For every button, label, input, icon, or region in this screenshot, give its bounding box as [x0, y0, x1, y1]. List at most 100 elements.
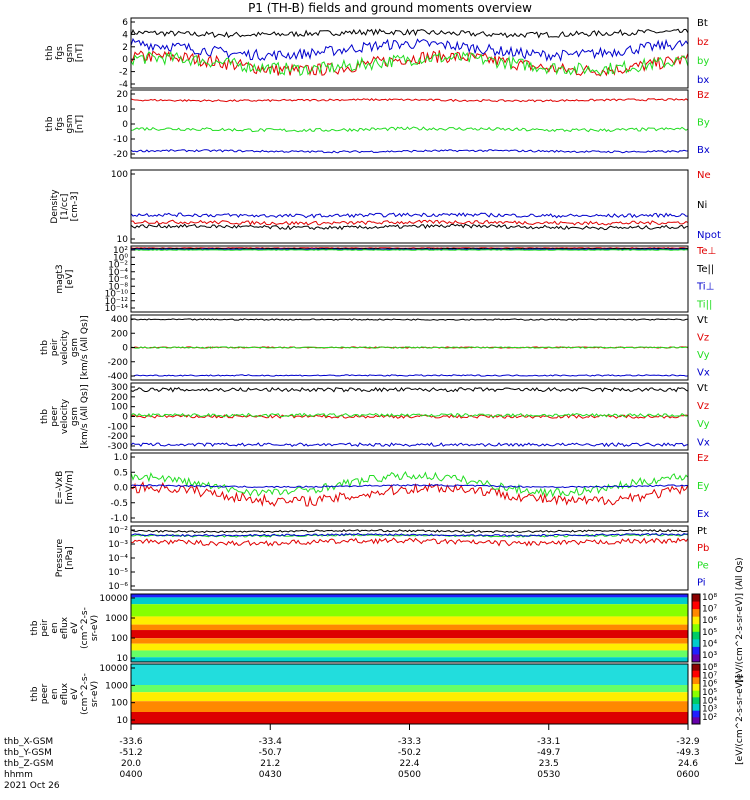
- spectrogram-band: [131, 594, 688, 598]
- y-tick-label: 10⁰: [113, 253, 128, 263]
- y-tick-label: 0.0: [114, 484, 129, 494]
- y-axis-label: en: [50, 622, 60, 633]
- y-tick-label: 100: [111, 634, 128, 644]
- colorbar-tick-label: 10⁷: [702, 671, 717, 681]
- axis-row-label: thb_Z-GSM: [4, 759, 53, 769]
- colorbar-label-upper: [eV/(cm^2-s-sr-eV)] (All Qs): [735, 557, 745, 682]
- x-tick-zgsm: 23.5: [539, 759, 559, 769]
- y-tick-label: -400: [108, 372, 129, 382]
- colorbar-9: [691, 663, 701, 725]
- y-tick-label: 10: [117, 716, 129, 726]
- legend-entry: Npot: [697, 230, 721, 241]
- spectrogram-band: [131, 657, 688, 662]
- colorbar-segment: [692, 697, 700, 705]
- series-line-4-0: [130, 318, 689, 321]
- legend-entry: Te⊥: [696, 246, 716, 257]
- colorbar-tick-label: 10²: [702, 713, 717, 723]
- y-axis-label: gsm: [70, 407, 80, 426]
- series-line-4-2: [130, 346, 689, 349]
- colorbar-tick-label: 10⁸: [702, 663, 717, 673]
- y-tick-label: 10⁻⁴: [108, 554, 128, 564]
- axis-row-label: thb_X-GSM: [4, 737, 53, 747]
- spectrogram-band: [131, 701, 688, 712]
- x-tick-ygsm: -49.3: [676, 748, 699, 758]
- colorbar-segment: [692, 690, 700, 698]
- y-tick-label: -100: [108, 422, 129, 432]
- colorbar-tick-label: 10⁷: [702, 605, 717, 615]
- y-axis-label: [km/s (All Qs)]: [80, 315, 90, 379]
- y-axis-label: thb: [40, 409, 50, 424]
- axis-row-label: hhmm: [4, 770, 33, 780]
- y-axis-label: [mV/m]: [65, 471, 75, 505]
- colorbar-segment: [692, 654, 700, 663]
- spectrogram-band: [131, 638, 688, 644]
- panel-frame-6: [130, 452, 689, 523]
- y-tick-label: 1000: [105, 681, 128, 691]
- x-tick-time: 0400: [120, 770, 143, 780]
- series-line-7-3: [130, 532, 689, 537]
- y-axis-label: sr-eV): [90, 681, 100, 707]
- y-axis-label: peir: [40, 619, 50, 637]
- colorbar-label: [eV/(cm^2-s-sr-eV)]: [735, 675, 745, 765]
- y-tick-label: 20: [117, 90, 129, 100]
- colorbar-segment: [692, 646, 700, 655]
- y-axis-label: peer: [50, 406, 60, 427]
- y-tick-label: -1.0: [110, 514, 128, 524]
- y-axis-label: en: [50, 688, 60, 699]
- colorbar-segment: [692, 710, 700, 718]
- spectrogram-band: [131, 630, 688, 639]
- y-axis-label: thb: [40, 340, 50, 355]
- y-axis-label: eflux: [60, 682, 70, 705]
- y-tick-label: 400: [111, 315, 128, 325]
- y-tick-label: 100: [111, 170, 128, 180]
- y-axis-label: gsm: [65, 114, 75, 133]
- y-tick-label: 10⁻²: [108, 526, 128, 536]
- legend-entry: Ne: [697, 170, 711, 181]
- y-axis-label: peer: [40, 683, 50, 704]
- colorbar-segment: [692, 631, 700, 640]
- legend-entry: Pt: [697, 526, 707, 537]
- colorbar-tick-label: 10⁶: [702, 680, 717, 690]
- spectrogram-band: [131, 712, 688, 724]
- y-tick-label: 10000: [99, 664, 128, 674]
- legend-entry: Bz: [697, 90, 709, 101]
- colorbar-tick-label: 10⁴: [702, 696, 717, 706]
- y-tick-label: 0: [122, 55, 128, 65]
- series-line-5-2: [130, 412, 689, 418]
- spectrogram-9: [131, 664, 688, 724]
- legend-entry: Ex: [697, 509, 709, 520]
- y-axis-label: magt3: [55, 264, 65, 293]
- spectrogram-band: [131, 685, 688, 693]
- y-tick-label: 10⁻⁶: [108, 275, 128, 285]
- spectrogram-band: [131, 650, 688, 658]
- colorbar-tick-label: 10³: [702, 705, 717, 715]
- colorbar-segment: [692, 601, 700, 610]
- axis-row-label: 2021 Oct 26: [4, 781, 60, 791]
- x-tick-xgsm: -33.1: [537, 737, 560, 747]
- legend-entry: Ez: [697, 453, 709, 464]
- y-axis-label: Pressure: [55, 538, 65, 577]
- series-line-2-0: [130, 219, 689, 226]
- y-axis-label: thb: [30, 686, 40, 701]
- legend-entry: Ti⊥: [696, 282, 714, 293]
- y-axis-label: [nT]: [75, 115, 85, 133]
- legend-entry: bx: [697, 75, 709, 86]
- y-tick-label: 10⁻⁸: [108, 282, 128, 292]
- spectrogram-band: [131, 643, 688, 651]
- y-axis-label: (cm^2-s-: [80, 673, 90, 715]
- y-tick-label: 10: [117, 654, 129, 664]
- y-tick-label: 10: [117, 235, 129, 245]
- y-axis-label: [cm-3]: [70, 192, 80, 222]
- spectrogram-band: [131, 616, 688, 625]
- axis-row-label: thb_Y-GSM: [4, 748, 52, 758]
- y-tick-label: 10⁻⁴: [108, 268, 128, 278]
- y-axis-label: thb: [30, 620, 40, 635]
- series-line-7-1: [130, 537, 689, 547]
- x-tick-ygsm: -49.7: [537, 748, 560, 758]
- y-axis-label: eflux: [60, 616, 70, 639]
- colorbar-segment: [692, 624, 700, 633]
- y-axis-label: (cm^2-s-: [80, 607, 90, 649]
- series-line-7-0: [130, 529, 689, 534]
- y-tick-label: -200: [108, 358, 129, 368]
- panel-frame-2: [130, 169, 689, 244]
